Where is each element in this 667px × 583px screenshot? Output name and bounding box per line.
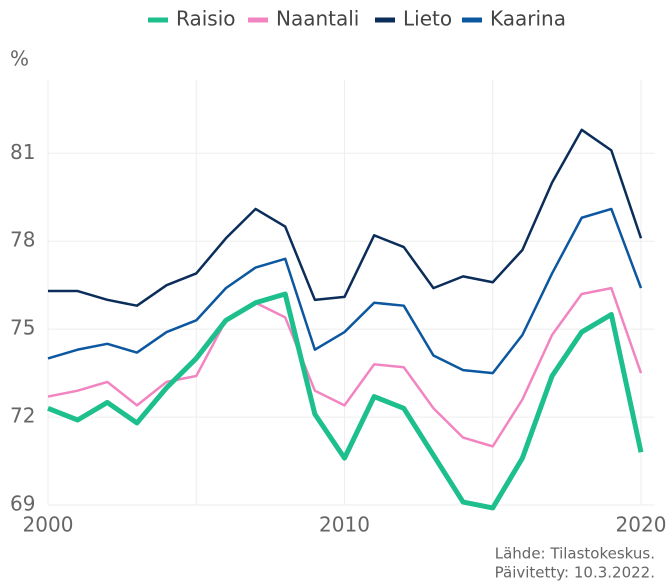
legend-label: Raisio: [176, 7, 235, 31]
series-line: [48, 128, 643, 307]
source: Lähde: Tilastokeskus.: [495, 545, 655, 563]
x-tick-label: 2020: [616, 513, 667, 537]
y-axis-label: %: [10, 47, 29, 71]
legend-label: Kaarina: [490, 7, 566, 31]
y-tick-label: 81: [10, 140, 35, 164]
y-tick-label: 72: [10, 404, 35, 428]
series-line: [47, 291, 644, 511]
y-tick-label: 78: [10, 228, 35, 252]
series-line: [47, 286, 643, 448]
series-line: [47, 207, 643, 375]
legend-label: Naantali: [276, 7, 359, 31]
legend-label: Lieto: [403, 7, 452, 31]
x-tick-label: 2010: [319, 513, 370, 537]
updated: Päivitetty: 10.3.2022.: [495, 564, 655, 582]
x-tick-label: 2000: [23, 513, 74, 537]
y-tick-label: 69: [10, 492, 35, 516]
y-tick-label: 75: [10, 316, 35, 340]
